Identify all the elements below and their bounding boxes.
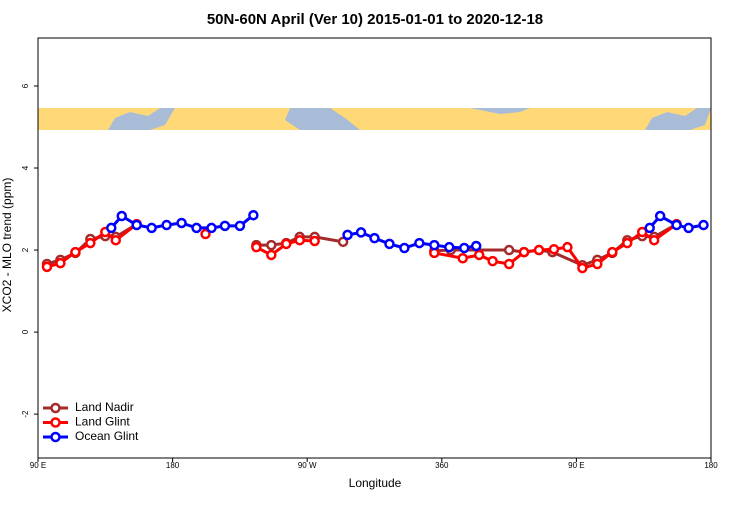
y-axis-label: XCO2 - MLO trend (ppm) xyxy=(0,178,14,313)
chart-title: 50N-60N April (Ver 10) 2015-01-01 to 202… xyxy=(207,11,543,28)
data-point xyxy=(146,222,157,234)
data-point xyxy=(234,220,246,232)
x-tick-label: 90 E xyxy=(30,461,46,470)
data-point xyxy=(644,222,655,234)
data-point xyxy=(533,244,545,256)
data-point xyxy=(355,227,367,238)
data-point xyxy=(562,241,573,253)
plot-frame xyxy=(37,37,712,459)
data-point xyxy=(200,228,211,240)
data-point xyxy=(55,257,66,269)
data-point xyxy=(473,249,485,261)
x-tick-label: 180 xyxy=(704,461,718,470)
legend-marker xyxy=(50,431,61,443)
data-point xyxy=(429,239,440,251)
data-point xyxy=(503,244,515,256)
data-point xyxy=(457,253,468,264)
data-point xyxy=(592,258,603,270)
legend-marker xyxy=(50,417,61,428)
data-point xyxy=(636,226,648,238)
data-point xyxy=(384,238,395,250)
x-tick-label: 90 E xyxy=(568,461,584,470)
data-point xyxy=(191,222,202,234)
data-point xyxy=(161,219,172,231)
data-point xyxy=(518,246,530,258)
data-point xyxy=(577,262,588,274)
series-line xyxy=(347,230,477,250)
data-point xyxy=(337,236,349,248)
data-point xyxy=(399,242,410,254)
y-tick-label: 6 xyxy=(21,83,30,88)
data-point xyxy=(251,241,262,253)
x-tick-label: 180 xyxy=(166,461,180,470)
y-tick-label: 2 xyxy=(21,247,30,252)
x-tick-label: 90 W xyxy=(298,461,317,470)
data-point xyxy=(41,261,53,273)
data-point xyxy=(548,243,560,255)
data-point xyxy=(503,258,515,270)
data-point xyxy=(414,237,425,249)
data-point xyxy=(106,222,117,234)
data-point xyxy=(294,234,305,246)
legend-label: Land Glint xyxy=(75,415,130,429)
data-point xyxy=(683,222,694,234)
data-point xyxy=(70,246,81,258)
y-tick-label: 0 xyxy=(21,329,30,334)
data-point xyxy=(487,255,498,267)
data-point xyxy=(85,237,96,249)
data-point xyxy=(266,249,277,261)
data-point xyxy=(266,239,277,251)
data-point xyxy=(110,234,122,246)
data-point xyxy=(607,246,618,258)
series-line xyxy=(434,222,678,270)
data-point xyxy=(219,220,231,232)
y-tick-label: 4 xyxy=(21,165,30,170)
data-point xyxy=(671,219,682,231)
data-point xyxy=(698,219,709,231)
y-tick-label: -2 xyxy=(21,410,30,418)
data-point xyxy=(281,238,292,250)
data-point xyxy=(116,210,128,222)
data-point xyxy=(470,240,482,252)
data-point xyxy=(369,232,380,244)
data-point xyxy=(458,242,470,254)
legend-label: Ocean Glint xyxy=(75,429,139,443)
data-point xyxy=(654,210,666,222)
data-point xyxy=(206,222,217,234)
data-point xyxy=(342,229,353,241)
data-point xyxy=(309,235,320,247)
map-strip xyxy=(38,108,711,130)
data-point xyxy=(176,217,187,229)
data-point xyxy=(648,234,660,246)
legend-marker xyxy=(50,402,61,414)
data-point xyxy=(248,209,259,221)
x-tick-label: 360 xyxy=(435,461,449,470)
data-point xyxy=(444,241,455,253)
x-axis-label: Longitude xyxy=(349,476,402,490)
data-point xyxy=(621,237,633,249)
legend-label: Land Nadir xyxy=(75,400,134,414)
data-point xyxy=(131,219,142,231)
